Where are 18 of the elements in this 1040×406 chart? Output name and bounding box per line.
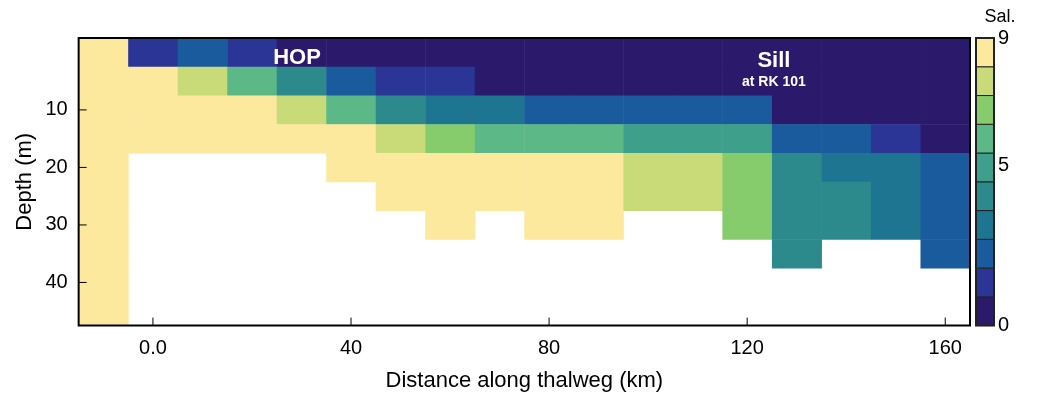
- x-tick-label: 120: [730, 336, 764, 359]
- annotation: at RK 101: [742, 73, 807, 90]
- color-bar-title: Sal.: [984, 5, 1016, 26]
- annotation: HOP: [273, 44, 321, 70]
- y-tick-label: 40: [45, 269, 68, 292]
- y-tick-label: 20: [45, 154, 68, 177]
- y-tick-label: 30: [45, 212, 68, 235]
- color-bar-label: 9: [998, 25, 1010, 48]
- y-axis-title: Depth (m): [11, 132, 37, 231]
- y-tick-label: 10: [45, 97, 68, 120]
- x-tick-label: 40: [339, 336, 363, 359]
- x-tick-label: 80: [537, 336, 561, 359]
- x-axis-title: Distance along thalweg (km): [385, 366, 664, 392]
- x-tick-label: 160: [928, 336, 962, 359]
- color-bar-label: 0: [998, 313, 1010, 336]
- color-bar-label: 5: [998, 153, 1010, 176]
- annotation: Sill: [757, 47, 791, 73]
- x-tick-label: 0.0: [139, 336, 167, 359]
